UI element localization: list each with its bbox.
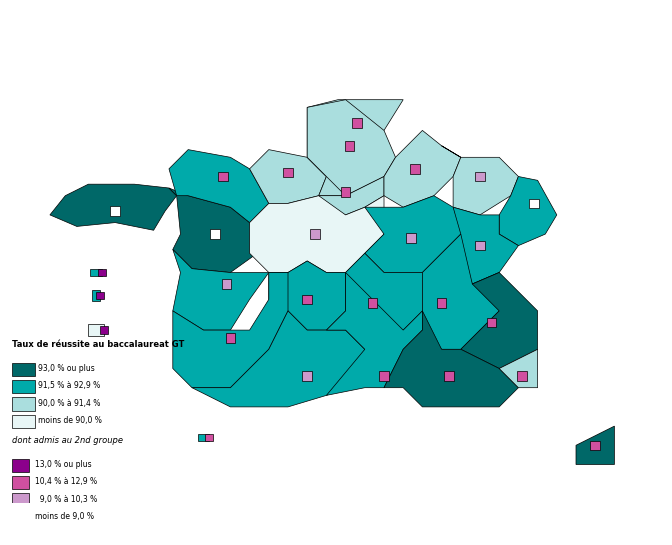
Bar	[92, 290, 100, 301]
Bar	[368, 299, 377, 308]
Bar	[283, 168, 293, 178]
Bar	[110, 206, 120, 216]
Polygon shape	[169, 188, 257, 272]
Polygon shape	[442, 146, 518, 215]
Bar	[222, 279, 231, 289]
Text: 90,0 % à 91,4 %: 90,0 % à 91,4 %	[38, 398, 101, 408]
Polygon shape	[249, 196, 384, 272]
Bar	[341, 187, 350, 197]
Text: 91,5 % à 92,9 %: 91,5 % à 92,9 %	[38, 382, 101, 390]
Polygon shape	[453, 207, 518, 284]
Bar	[437, 299, 446, 308]
Text: dont admis au 2nd groupe: dont admis au 2nd groupe	[11, 437, 122, 445]
Text: 9,0 % à 10,3 %: 9,0 % à 10,3 %	[34, 494, 97, 504]
Polygon shape	[499, 177, 557, 246]
Bar	[352, 118, 362, 128]
Polygon shape	[499, 349, 538, 387]
Bar	[487, 318, 497, 327]
Bar	[98, 269, 106, 276]
Polygon shape	[249, 150, 327, 203]
Bar	[11, 380, 34, 393]
Polygon shape	[319, 177, 384, 215]
Bar	[210, 229, 220, 239]
Bar	[475, 241, 485, 250]
Bar	[226, 333, 235, 343]
Bar	[218, 172, 228, 181]
Text: 10,4 % à 12,9 %: 10,4 % à 12,9 %	[34, 477, 97, 486]
Bar	[11, 476, 29, 489]
Bar	[198, 434, 209, 441]
Polygon shape	[192, 311, 365, 407]
Polygon shape	[307, 100, 403, 196]
Bar	[11, 415, 34, 428]
Polygon shape	[384, 130, 461, 207]
Polygon shape	[307, 100, 396, 196]
Polygon shape	[173, 272, 288, 387]
Bar	[517, 371, 527, 381]
Text: moins de 90,0 %: moins de 90,0 %	[38, 416, 102, 425]
Text: 13,0 % ou plus: 13,0 % ou plus	[34, 460, 91, 469]
Bar	[11, 459, 29, 472]
Bar	[591, 440, 600, 450]
Bar	[444, 371, 454, 381]
Polygon shape	[50, 184, 177, 230]
Bar	[302, 371, 312, 381]
Polygon shape	[576, 426, 614, 464]
Polygon shape	[384, 311, 518, 407]
Polygon shape	[169, 150, 269, 222]
Bar	[475, 172, 485, 181]
Bar	[206, 434, 213, 441]
Polygon shape	[327, 272, 423, 395]
Bar	[88, 324, 103, 336]
Bar	[529, 198, 538, 208]
Bar	[90, 269, 101, 276]
Bar	[410, 164, 419, 174]
Bar	[96, 292, 103, 299]
Text: moins de 9,0 %: moins de 9,0 %	[34, 512, 93, 521]
Bar	[100, 326, 108, 334]
Bar	[345, 141, 354, 150]
Bar	[11, 363, 34, 376]
Bar	[302, 295, 312, 304]
Bar	[11, 511, 29, 524]
Polygon shape	[345, 253, 423, 349]
Polygon shape	[461, 272, 538, 368]
Polygon shape	[173, 250, 269, 330]
Bar	[406, 233, 416, 243]
Text: Taux de réussite au baccalaureat GT: Taux de réussite au baccalaureat GT	[11, 340, 184, 349]
Bar	[379, 371, 389, 381]
Polygon shape	[423, 234, 499, 349]
Bar	[11, 397, 34, 411]
Bar	[310, 229, 320, 239]
Polygon shape	[365, 196, 461, 272]
Polygon shape	[269, 261, 345, 330]
Text: 93,0 % ou plus: 93,0 % ou plus	[38, 364, 95, 373]
Bar	[11, 493, 29, 507]
